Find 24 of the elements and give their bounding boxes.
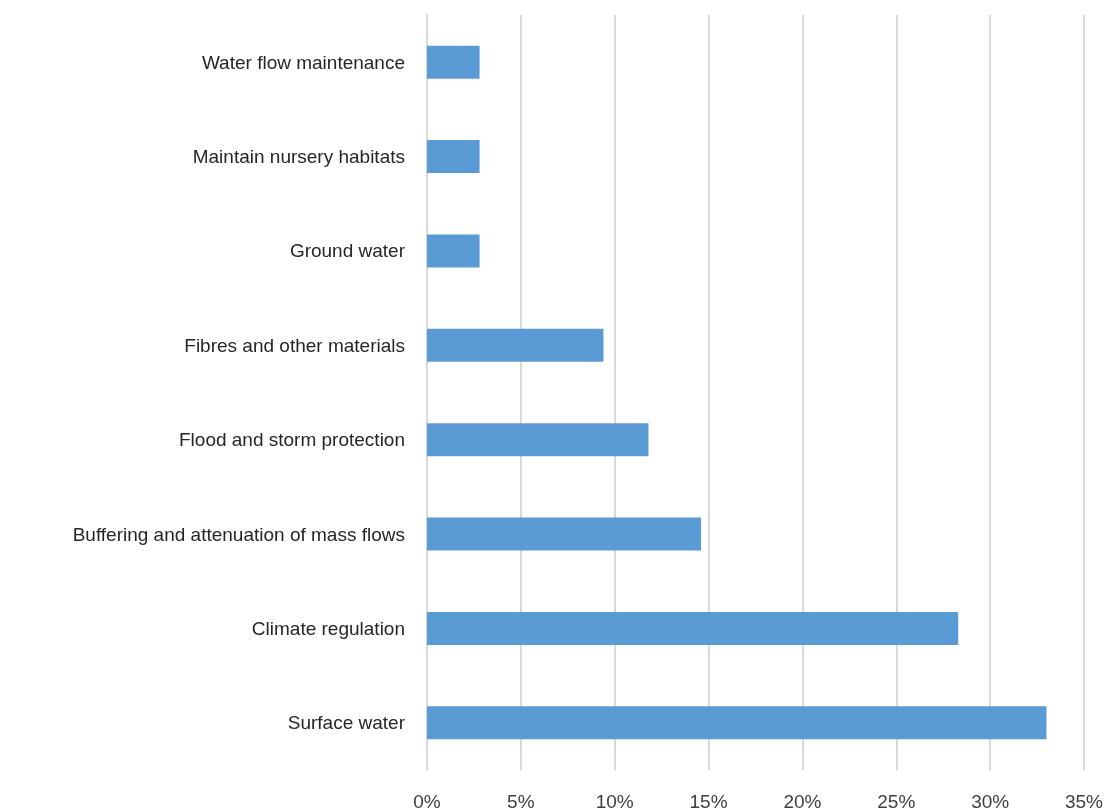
y-tick-label: Ground water — [289, 240, 406, 262]
bar — [427, 140, 480, 174]
bar — [427, 234, 480, 268]
y-tick-label: Flood and storm protection — [178, 429, 405, 451]
y-tick-label: Buffering and attenuation of mass flows — [72, 523, 405, 545]
y-tick-label: Water flow maintenance — [201, 51, 405, 73]
x-tick-label: 10% — [595, 791, 634, 812]
y-tick-label: Climate regulation — [251, 617, 405, 639]
x-tick-label: 15% — [689, 791, 728, 812]
bar — [427, 611, 959, 645]
x-tick-label: 25% — [877, 791, 916, 812]
y-tick-label: Fibres and other materials — [184, 334, 405, 356]
x-tick-label: 35% — [1064, 791, 1104, 812]
x-tick-label: 0% — [413, 791, 441, 812]
x-tick-label: 5% — [507, 791, 535, 812]
bar — [427, 423, 649, 457]
x-tick-label: 20% — [783, 791, 822, 812]
y-tick-label: Surface water — [287, 712, 406, 734]
bar — [427, 45, 480, 79]
bar — [427, 328, 604, 362]
bar — [427, 517, 702, 551]
x-tick-label: 30% — [971, 791, 1010, 812]
y-tick-label: Maintain nursery habitats — [192, 146, 405, 168]
bar — [427, 706, 1047, 740]
